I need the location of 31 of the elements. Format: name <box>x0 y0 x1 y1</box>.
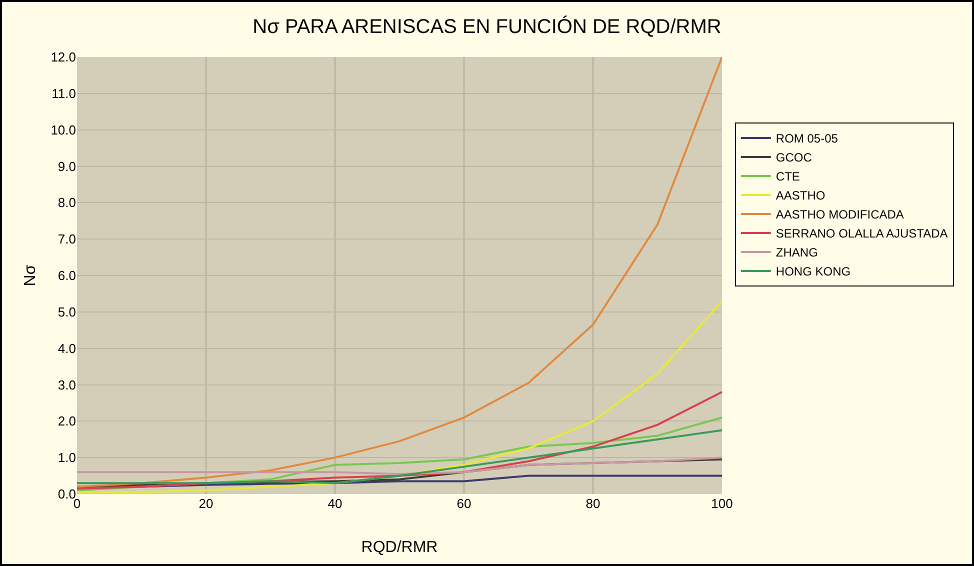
legend-label: ZHANG <box>776 246 818 260</box>
y-tick-label: 1.0 <box>58 450 76 466</box>
x-tick-label: 80 <box>586 496 600 511</box>
x-tick-label: 100 <box>711 496 733 511</box>
legend-label: AASTHO <box>776 188 826 203</box>
legend-label: GCOC <box>776 150 812 165</box>
y-tick-label: 8.0 <box>58 195 76 210</box>
y-tick-label: 5.0 <box>58 304 76 320</box>
y-tick-label: 10.0 <box>50 122 76 138</box>
legend-label: HONG KONG <box>776 264 851 279</box>
line-series <box>77 57 722 488</box>
y-tick-label: 2.0 <box>58 414 76 429</box>
x-axis-title: RQD/RMR <box>361 539 438 556</box>
y-tick-label: 9.0 <box>58 158 76 174</box>
legend-label: ROM 05-05 <box>776 132 838 146</box>
x-tick-label: 40 <box>328 496 342 511</box>
y-tick-label: 4.0 <box>58 340 76 356</box>
y-axis-title: Nσ <box>22 264 39 286</box>
legend-label: SERRANO OLALLA AJUSTADA <box>776 226 948 241</box>
y-tick-label: 3.0 <box>58 377 76 392</box>
y-tick-label: 11.0 <box>52 86 76 101</box>
x-tick-label: 60 <box>456 496 472 511</box>
y-tick-label: 12.0 <box>50 50 76 65</box>
legend-label: AASTHO MODIFICADA <box>776 208 904 222</box>
y-tick-label: 7.0 <box>58 232 76 247</box>
chart-title: Nσ PARA ARENISCAS EN FUNCIÓN DE RQD/RMR <box>252 14 722 38</box>
line-series <box>77 429 722 484</box>
y-tick-label: 6.0 <box>58 268 76 284</box>
x-tick-label: 20 <box>198 496 214 511</box>
line-series <box>77 456 722 475</box>
legend-label: CTE <box>776 170 800 184</box>
